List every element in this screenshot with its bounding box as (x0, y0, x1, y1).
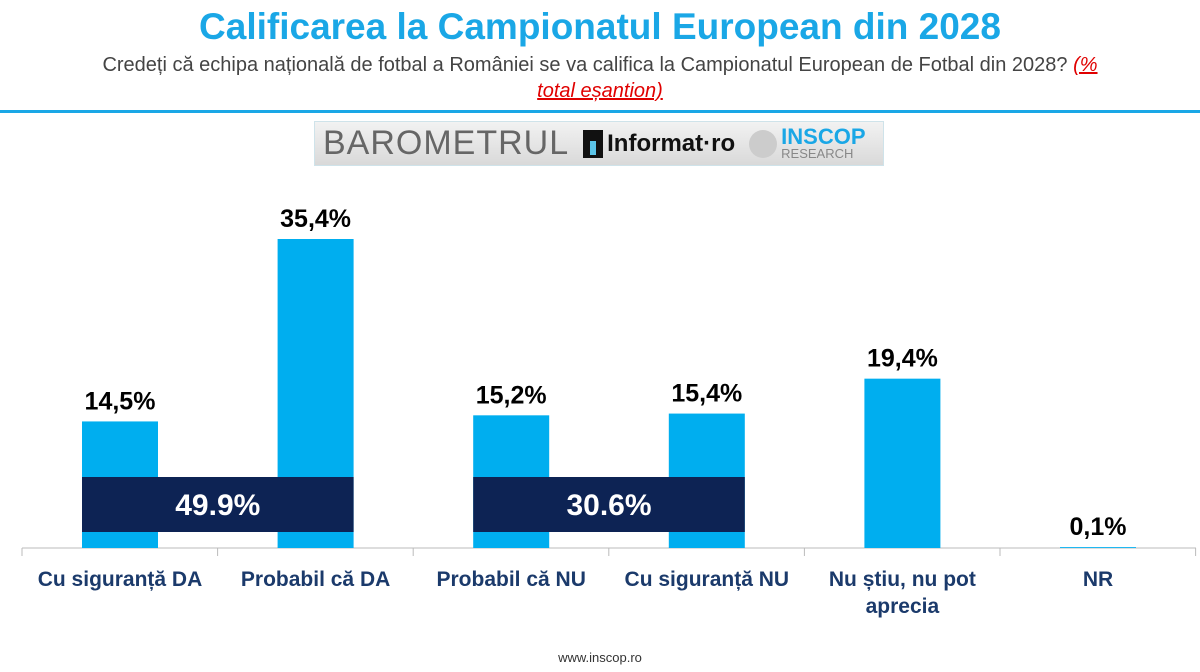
inscop-logo: INSCOP RESEARCH (749, 124, 866, 161)
informat-logo: Informat·ro (583, 129, 736, 158)
bar (1060, 547, 1136, 548)
category-label: NR (1082, 568, 1114, 591)
data-label: 35,4% (280, 205, 351, 233)
total-box (82, 477, 354, 532)
category-label: Cu siguranță DA (37, 568, 203, 591)
footer-url: www.inscop.ro (558, 650, 642, 665)
sample-note: (% total eșantion) (537, 54, 1098, 102)
data-label: 19,4% (867, 345, 938, 373)
informat-logo-text: Informat·ro (607, 129, 736, 157)
barometrul-logo-text: BAROMETRUL (323, 124, 570, 162)
data-label: 15,2% (476, 381, 547, 409)
question-text: Credeți că echipa națională de fotbal a … (102, 54, 1068, 76)
inscop-logo-text: INSCOP (781, 124, 866, 149)
research-logo-text: RESEARCH (781, 146, 854, 161)
barometer-logo-banner: BAROMETRUL Informat·ro INSCOP RESEARCH (314, 121, 884, 166)
category-label: Probabil că NU (436, 568, 586, 591)
informat-i-icon (583, 129, 604, 158)
category-label: Cu siguranță NU (624, 568, 790, 591)
total-label: 30.6% (566, 489, 651, 522)
total-label: 49.9% (175, 489, 260, 522)
bar (864, 378, 941, 548)
inscop-circle-icon (749, 129, 778, 158)
data-label: 15,4% (671, 380, 742, 408)
data-label: 0,1% (1070, 513, 1127, 541)
chart-subtitle: Credeți că echipa națională de fotbal a … (100, 52, 1100, 104)
total-box (473, 477, 745, 532)
header-divider (0, 110, 1200, 113)
chart-title: Calificarea la Campionatul European din … (199, 6, 1001, 47)
data-label: 14,5% (85, 387, 156, 415)
category-label: Nu știu, nu pot aprecia (828, 568, 976, 618)
category-label: Probabil că DA (240, 568, 391, 591)
